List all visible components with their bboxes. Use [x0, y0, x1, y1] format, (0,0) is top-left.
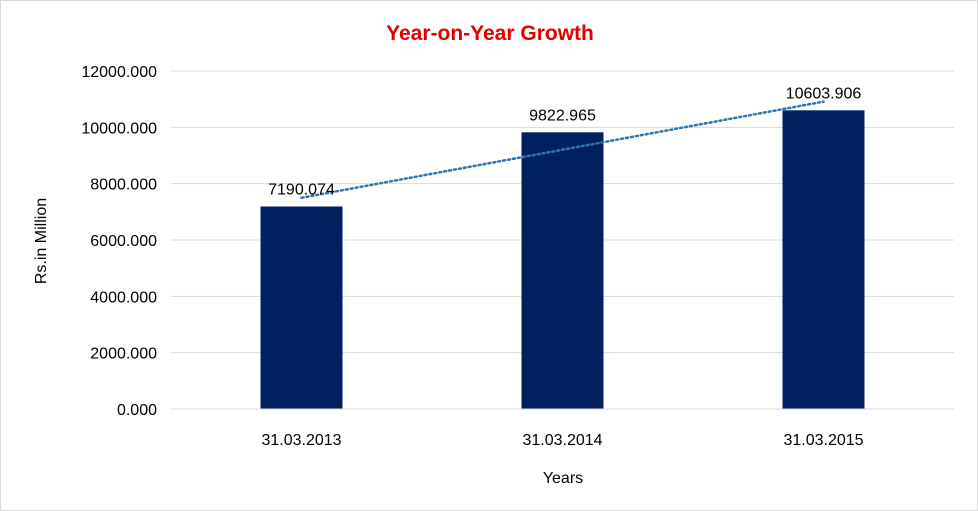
bar — [521, 132, 604, 409]
chart-title: Year-on-Year Growth — [386, 22, 594, 45]
y-tick-label: 8000.000 — [90, 177, 157, 194]
y-tick-label: 12000.000 — [81, 64, 157, 81]
y-axis-tick-labels: 0.000 2000.000 4000.000 6000.000 8000.000 100… — [81, 64, 157, 419]
x-axis-tick-labels: 31.03.2013 31.03.2014 31.03.2015 — [261, 432, 863, 449]
y-tick-label: 2000.000 — [90, 346, 157, 363]
x-tick-label: 31.03.2015 — [783, 432, 863, 449]
bar-series — [260, 110, 865, 410]
data-label: 9822.965 — [529, 107, 596, 124]
x-axis-title: Years — [543, 470, 583, 487]
y-axis-title: Rs.in Million — [33, 198, 50, 284]
data-label: 7190.074 — [268, 181, 335, 198]
data-labels: 7190.074 9822.965 10603.906 — [268, 85, 861, 198]
x-tick-label: 31.03.2013 — [261, 432, 341, 449]
bar — [782, 110, 865, 410]
data-label: 10603.906 — [786, 85, 862, 102]
trendline — [300, 100, 825, 200]
x-tick-label: 31.03.2014 — [522, 432, 602, 449]
y-tick-label: 10000.000 — [81, 120, 157, 137]
trendline-group — [300, 100, 825, 200]
y-tick-label: 4000.000 — [90, 289, 157, 306]
y-tick-label: 0.000 — [117, 402, 157, 419]
y-tick-label: 6000.000 — [90, 233, 157, 250]
bar — [260, 206, 343, 409]
